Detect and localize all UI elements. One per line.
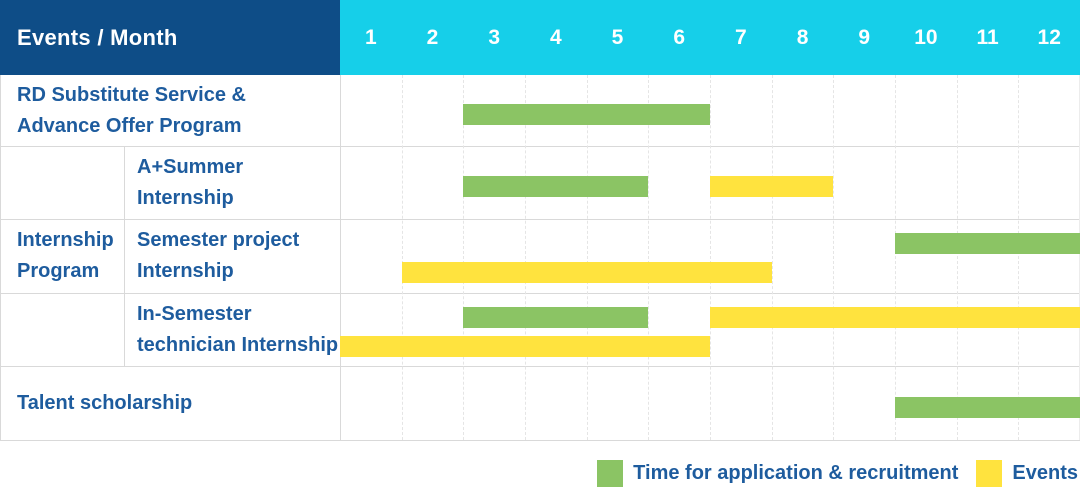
legend: Time for application & recruitment Event… bbox=[597, 456, 1078, 490]
group-label-internship-program: Internship Program bbox=[17, 229, 114, 282]
bar-application-row4 bbox=[463, 307, 649, 328]
row-label-a-plus-summer-internship: A+Summer Internship bbox=[137, 155, 244, 209]
bar-event-row4 bbox=[340, 336, 710, 357]
row-label-in-semester-technician-internship: In-Semester technician Internship bbox=[137, 302, 339, 356]
month-separator bbox=[648, 75, 650, 440]
month-header-11: 11 bbox=[976, 25, 999, 49]
month-header-row: 1 2 3 4 5 6 7 8 9 10 11 12 bbox=[340, 0, 1080, 75]
month-header-2: 2 bbox=[426, 25, 439, 49]
row-separator bbox=[0, 146, 1080, 147]
bar-application-row2 bbox=[463, 176, 649, 197]
month-header-7: 7 bbox=[735, 25, 747, 49]
bar-application-row3 bbox=[895, 233, 1080, 254]
bar-application-row5 bbox=[895, 396, 1080, 418]
month-separator bbox=[1018, 75, 1020, 440]
month-separator bbox=[401, 75, 403, 440]
table-title: Events / Month bbox=[17, 24, 178, 50]
bar-application-row1 bbox=[463, 104, 710, 125]
month-header-8: 8 bbox=[796, 25, 809, 49]
row-label-semester-project-internship: Semester project Internship bbox=[137, 229, 300, 282]
row-separator bbox=[0, 366, 1080, 367]
row-label-talent-scholarship: Talent scholarship bbox=[17, 391, 193, 414]
chart-area-separator bbox=[340, 75, 341, 440]
month-separator bbox=[956, 75, 958, 440]
month-separator bbox=[895, 75, 896, 440]
table-left-border bbox=[0, 75, 1, 440]
month-header-6: 6 bbox=[673, 25, 686, 49]
table-header-corner: Events / Month bbox=[0, 0, 340, 75]
month-header-10: 10 bbox=[914, 25, 938, 49]
month-separator bbox=[586, 75, 588, 440]
events-color-swatch bbox=[976, 459, 1003, 487]
month-header-1: 1 bbox=[364, 25, 377, 49]
legend-label-application: Time for application & recruitment bbox=[633, 461, 959, 484]
month-header-12: 12 bbox=[1037, 25, 1061, 49]
table-bottom-border bbox=[0, 440, 1080, 441]
month-separator bbox=[463, 75, 465, 440]
month-header-4: 4 bbox=[550, 25, 562, 49]
month-separator bbox=[525, 75, 526, 440]
month-header-9: 9 bbox=[858, 25, 871, 49]
legend-label-events: Events bbox=[1012, 461, 1078, 484]
bar-event-row3 bbox=[401, 262, 772, 283]
row-label-rd-substitute-service: RD Substitute Service & Advance Offer Pr… bbox=[17, 83, 246, 137]
row-separator bbox=[0, 293, 1080, 294]
application-color-swatch bbox=[597, 459, 624, 487]
month-separator bbox=[771, 75, 773, 440]
month-separator bbox=[710, 75, 711, 440]
label-column-separator bbox=[124, 146, 125, 366]
month-header-5: 5 bbox=[611, 25, 624, 49]
bar-event-row2 bbox=[710, 176, 834, 197]
month-header-3: 3 bbox=[488, 25, 501, 49]
legend-item-application: Time for application & recruitment bbox=[597, 459, 959, 487]
month-separator bbox=[833, 75, 835, 440]
bar-event-row4 bbox=[710, 307, 1080, 328]
legend-item-events: Events bbox=[976, 459, 1078, 487]
row-separator bbox=[0, 219, 1080, 220]
